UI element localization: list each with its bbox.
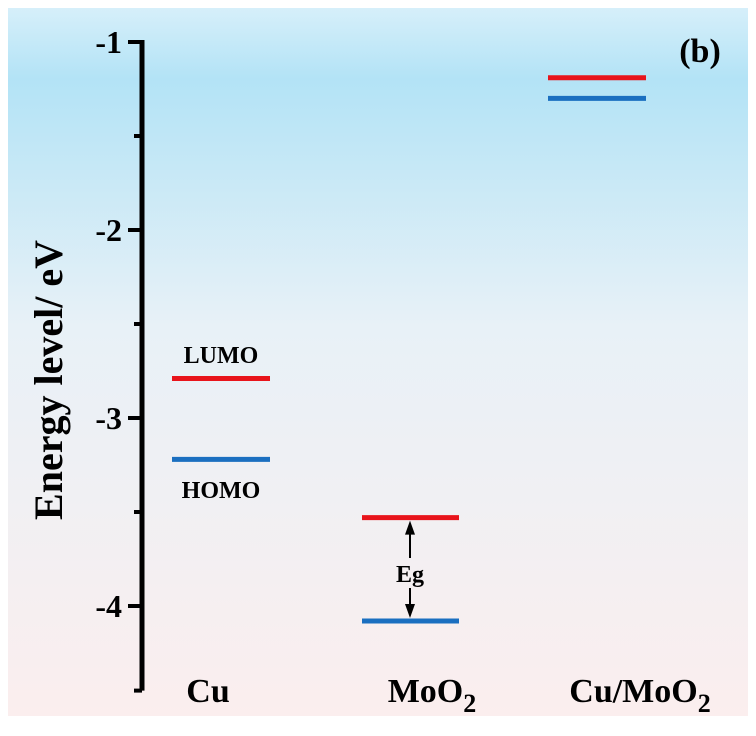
homo-label: HOMO — [182, 478, 261, 504]
arrow-down-head — [405, 604, 415, 619]
y-axis-label: Energy level/ eV — [26, 240, 71, 520]
y-tick-label: -2 — [95, 212, 122, 248]
category-label: Cu — [186, 673, 229, 710]
plot-background — [8, 8, 748, 716]
band-gap-label: Eg — [396, 562, 424, 588]
panel-label: (b) — [679, 33, 721, 70]
y-tick-label: -3 — [95, 400, 122, 436]
y-tick-label: -1 — [95, 24, 122, 60]
band-gap-arrow — [405, 520, 415, 619]
energy-levels — [172, 75, 646, 624]
y-axis: -1 -2 -3 -4 — [95, 24, 145, 693]
arrow-up-head — [405, 520, 415, 535]
lumo-label: LUMO — [184, 343, 259, 369]
y-tick-label: -4 — [95, 588, 122, 624]
